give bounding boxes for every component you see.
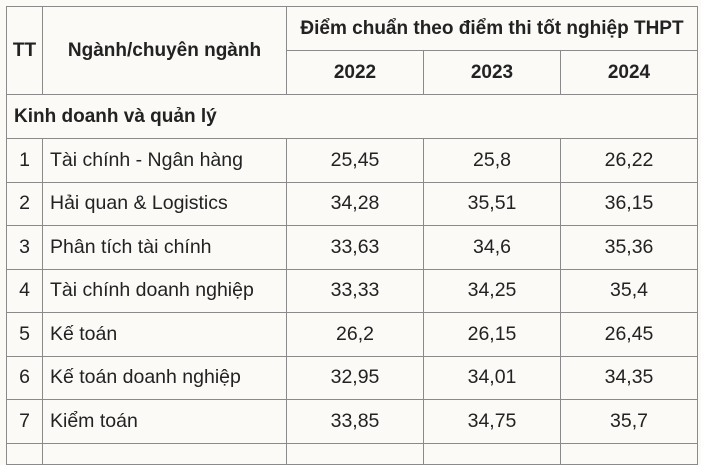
header-year-2023: 2023 bbox=[423, 50, 561, 95]
score-2022: 33,85 bbox=[286, 399, 424, 444]
row-major: Tài chính - Ngân hàng bbox=[42, 138, 287, 183]
score-2022: 33,33 bbox=[286, 268, 424, 313]
table-row-cutoff bbox=[6, 442, 698, 465]
section-title: Kinh doanh và quản lý bbox=[6, 94, 698, 139]
score-2022: 34,28 bbox=[286, 181, 424, 226]
score-2024: 35,36 bbox=[560, 225, 698, 270]
row-index: 2 bbox=[6, 181, 43, 226]
row-major: Kế toán doanh nghiệp bbox=[42, 355, 287, 400]
admission-score-table: TT Ngành/chuyên ngành Điểm chuẩn theo đi… bbox=[6, 6, 698, 465]
empty-cell bbox=[423, 442, 561, 465]
table-row: 5 Kế toán 26,2 26,15 26,45 bbox=[6, 312, 698, 357]
table-row: 2 Hải quan & Logistics 34,28 35,51 36,15 bbox=[6, 181, 698, 226]
score-2024: 36,15 bbox=[560, 181, 698, 226]
row-index: 1 bbox=[6, 138, 43, 183]
score-2023: 34,25 bbox=[423, 268, 561, 313]
score-2023: 35,51 bbox=[423, 181, 561, 226]
header-tt: TT bbox=[6, 6, 43, 95]
score-2023: 25,8 bbox=[423, 138, 561, 183]
row-major: Kiểm toán bbox=[42, 399, 287, 444]
row-major: Kế toán bbox=[42, 312, 287, 357]
row-major: Tài chính doanh nghiệp bbox=[42, 268, 287, 313]
table-row: 3 Phân tích tài chính 33,63 34,6 35,36 bbox=[6, 225, 698, 270]
table-row: 1 Tài chính - Ngân hàng 25,45 25,8 26,22 bbox=[6, 138, 698, 183]
score-2024: 35,4 bbox=[560, 268, 698, 313]
score-2022: 25,45 bbox=[286, 138, 424, 183]
score-2024: 26,22 bbox=[560, 138, 698, 183]
empty-cell bbox=[42, 442, 287, 465]
section-row: Kinh doanh và quản lý bbox=[6, 94, 698, 139]
score-table-container: TT Ngành/chuyên ngành Điểm chuẩn theo đi… bbox=[6, 6, 698, 465]
header-major: Ngành/chuyên ngành bbox=[42, 6, 287, 95]
table-row: 6 Kế toán doanh nghiệp 32,95 34,01 34,35 bbox=[6, 355, 698, 400]
empty-cell bbox=[286, 442, 424, 465]
row-index: 7 bbox=[6, 399, 43, 444]
score-2024: 34,35 bbox=[560, 355, 698, 400]
empty-cell bbox=[560, 442, 698, 465]
score-2024: 35,7 bbox=[560, 399, 698, 444]
row-index: 3 bbox=[6, 225, 43, 270]
score-2022: 33,63 bbox=[286, 225, 424, 270]
table-row: 7 Kiểm toán 33,85 34,75 35,7 bbox=[6, 399, 698, 444]
row-index: 6 bbox=[6, 355, 43, 400]
row-index: 4 bbox=[6, 268, 43, 313]
score-2023: 34,6 bbox=[423, 225, 561, 270]
empty-cell bbox=[6, 442, 43, 465]
score-2023: 34,01 bbox=[423, 355, 561, 400]
header-year-2024: 2024 bbox=[560, 50, 698, 95]
row-index: 5 bbox=[6, 312, 43, 357]
score-2023: 26,15 bbox=[423, 312, 561, 357]
score-2022: 32,95 bbox=[286, 355, 424, 400]
row-major: Hải quan & Logistics bbox=[42, 181, 287, 226]
score-2024: 26,45 bbox=[560, 312, 698, 357]
header-year-2022: 2022 bbox=[286, 50, 424, 95]
row-major: Phân tích tài chính bbox=[42, 225, 287, 270]
header-score-group: Điểm chuẩn theo điểm thi tốt nghiệp THPT bbox=[286, 6, 698, 51]
score-2023: 34,75 bbox=[423, 399, 561, 444]
table-row: 4 Tài chính doanh nghiệp 33,33 34,25 35,… bbox=[6, 268, 698, 313]
score-2022: 26,2 bbox=[286, 312, 424, 357]
